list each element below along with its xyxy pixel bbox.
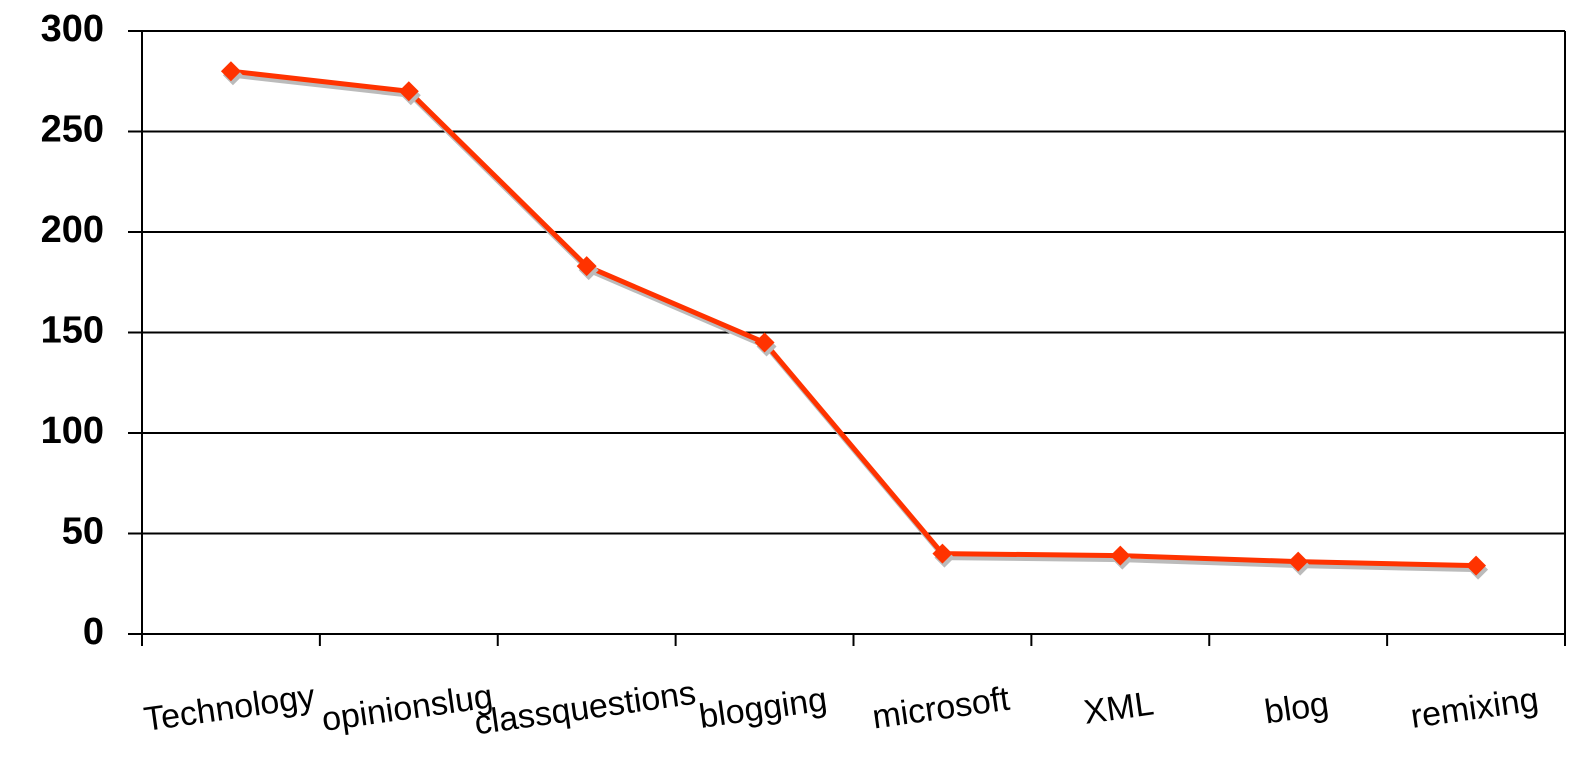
- marker: [576, 256, 597, 277]
- y-tick-label: 0: [83, 611, 104, 653]
- marker: [1288, 551, 1309, 572]
- x-tick-label: opinionslug: [319, 677, 495, 739]
- marker: [932, 543, 953, 564]
- x-tick-label: remixing: [1408, 680, 1541, 736]
- x-tick-label: classquestions: [472, 674, 698, 743]
- line-shadow: [232, 72, 1479, 573]
- x-tick-label: blogging: [697, 680, 830, 736]
- marker: [1110, 545, 1131, 566]
- marker: [754, 332, 775, 353]
- y-tick-label: 200: [41, 209, 104, 251]
- y-tick-label: 150: [41, 310, 104, 352]
- marker: [220, 61, 241, 82]
- marker: [398, 81, 419, 102]
- y-tick-label: 50: [62, 511, 104, 553]
- x-tick-label: blog: [1262, 685, 1331, 732]
- x-tick-label: microsoft: [870, 680, 1012, 737]
- y-tick-label: 100: [41, 410, 104, 452]
- line: [230, 68, 1477, 569]
- x-tick-label: Technology: [142, 677, 318, 739]
- x-tick-label: XML: [1082, 684, 1157, 731]
- marker: [1466, 555, 1487, 576]
- y-tick-label: 250: [41, 109, 104, 151]
- y-tick-label: 300: [41, 8, 104, 50]
